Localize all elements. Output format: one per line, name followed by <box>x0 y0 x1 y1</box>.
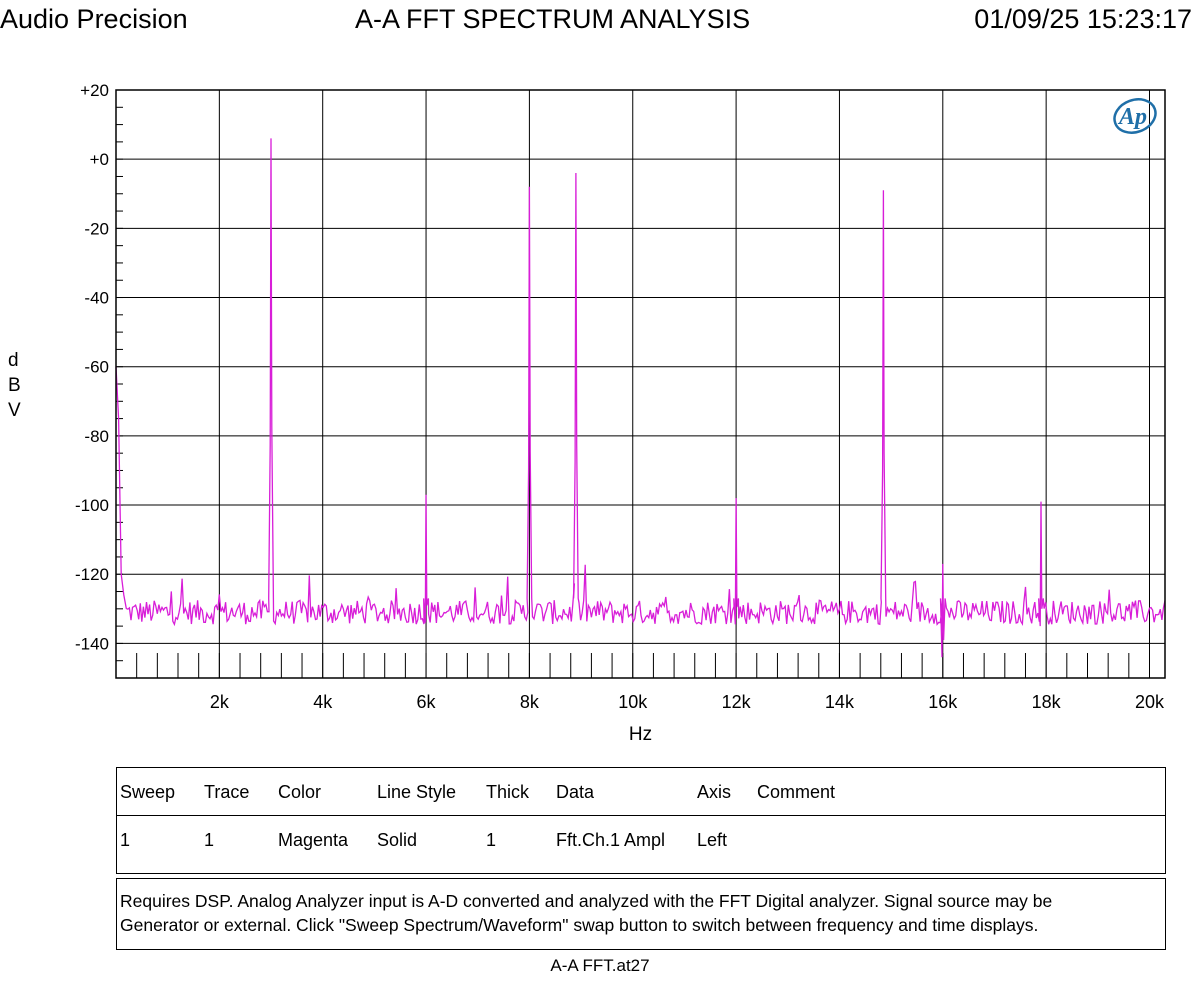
y-tick-label: -80 <box>84 427 109 446</box>
ap-logo-ring <box>1113 98 1157 134</box>
legend-header-comment: Comment <box>757 782 836 802</box>
legend-header-line-style: Line Style <box>377 782 457 802</box>
x-tick-label: 14k <box>825 692 855 712</box>
legend-header-data: Data <box>556 782 595 802</box>
plot-frame <box>115 89 1166 679</box>
ap-logo: Ap <box>1113 98 1157 134</box>
x-tick-label: 2k <box>210 692 230 712</box>
x-axis-label: Hz <box>629 724 652 745</box>
x-tick-label: 16k <box>928 692 958 712</box>
x-tick-label: 10k <box>618 692 648 712</box>
y-tick-label: -60 <box>84 358 109 377</box>
spectrum-chart: +20 +0 -20 -40 -60 -80 -100 -120 -140 2k 4k 6k 8k 10k… <box>75 81 1166 745</box>
x-tick-label: 8k <box>520 692 540 712</box>
notes-line-2: Generator or external. Click "Sweep Spec… <box>120 915 1039 935</box>
legend-cell-data: Fft.Ch.1 Ampl <box>556 830 666 850</box>
file-name: A-A FFT.at27 <box>550 956 650 975</box>
legend-header-color: Color <box>278 782 322 802</box>
legend-header-trace: Trace <box>204 782 250 802</box>
y-axis-label-v: V <box>8 400 21 421</box>
legend-header-thick: Thick <box>486 782 530 802</box>
legend-header-axis: Axis <box>697 782 732 802</box>
notes-box: Requires DSP. Analog Analyzer input is A… <box>116 878 1166 950</box>
x-tick-label: 12k <box>722 692 752 712</box>
y-tick-label: +20 <box>80 81 109 100</box>
y-tick-label: +0 <box>90 150 109 169</box>
y-tick-label: -120 <box>75 565 109 584</box>
trace-legend-table: Sweep Trace Color Line Style Thick Data … <box>116 767 1166 874</box>
y-axis-label-b: B <box>8 375 21 396</box>
legend-cell-sweep: 1 <box>120 830 131 850</box>
x-tick-label: 6k <box>417 692 437 712</box>
legend-cell-trace: 1 <box>204 830 215 850</box>
legend-row[interactable]: 1 1 Magenta Solid 1 Fft.Ch.1 Ampl Left <box>117 828 1165 852</box>
fft-trace <box>115 138 1166 658</box>
y-tick-label: -40 <box>84 289 109 308</box>
legend-header-row: Sweep Trace Color Line Style Thick Data … <box>117 780 1165 804</box>
legend-header-sweep: Sweep <box>120 782 176 802</box>
app-title: Audio Precision <box>0 4 188 34</box>
y-tick-label: -20 <box>84 219 109 238</box>
y-tick-label: -100 <box>75 496 109 515</box>
x-tick-label: 18k <box>1032 692 1062 712</box>
legend-cell-line-style: Solid <box>377 830 418 850</box>
y-tick-label: -140 <box>75 634 109 653</box>
legend-cell-color: Magenta <box>278 830 349 850</box>
x-tick-label: 20k <box>1135 692 1165 712</box>
x-tick-label: 4k <box>313 692 333 712</box>
notes-line-1: Requires DSP. Analog Analyzer input is A… <box>120 891 1053 911</box>
chart-title: A-A FFT SPECTRUM ANALYSIS <box>355 4 751 34</box>
timestamp: 01/09/25 15:23:17 <box>974 4 1192 34</box>
y-axis-label-d: d <box>8 350 19 371</box>
legend-cell-thick: 1 <box>486 830 497 850</box>
ap-logo-text: Ap <box>1117 104 1147 130</box>
legend-cell-axis: Left <box>697 830 728 850</box>
legend-divider <box>117 815 1165 816</box>
